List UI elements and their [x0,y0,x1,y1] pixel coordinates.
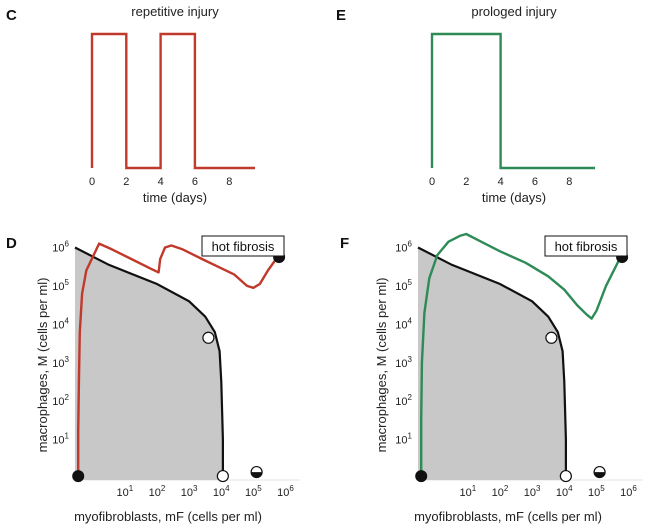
x-tick-e-2: 4 [498,176,504,188]
y-tick-d-1: 102 [52,393,69,408]
y-tick-f-5: 106 [395,239,412,254]
title-e: prologed injury [471,4,557,19]
ylabel-d: macrophages, M (cells per ml) [35,278,50,453]
annotation-f: hot fibrosis [555,239,618,254]
y-tick-d-5: 106 [52,239,69,254]
x-tick-d-4: 105 [245,484,262,499]
panel-f: F 101 102 103 104 105 106 101 102 103 104 105 106 ho… [340,232,643,524]
y-tick-f-0: 101 [395,432,412,447]
annotation-box-d [201,235,285,257]
panel-e: E prologed injury 0 2 4 6 8 time (days) [336,4,595,205]
y-tick-f-2: 103 [395,355,412,370]
y-tick-d-3: 104 [52,316,69,331]
fixed-point-d-1 [202,331,215,344]
x-tick-d-5: 106 [277,484,294,499]
x-tick-f-1: 102 [492,484,509,499]
x-tick-f-5: 106 [620,484,637,499]
xlabel-e: time (days) [482,190,546,205]
y-tick-f-3: 104 [395,316,412,331]
y-tick-d-0: 101 [52,432,69,447]
x-tick-e-3: 6 [532,176,538,188]
trajectory-f [420,232,622,477]
x-tick-c-2: 4 [158,176,164,188]
series-line-e-0 [430,32,595,170]
x-tick-f-2: 103 [524,484,541,499]
panel-d: D 101 102 103 104 105 106 101 102 103 104 105 106 ho… [6,235,300,524]
basin-region-d [75,247,223,480]
xlabel-c: time (days) [143,190,207,205]
y-tick-f-1: 102 [395,393,412,408]
x-tick-e-4: 8 [566,176,572,188]
separatrix-f [417,246,567,480]
fixed-point-d-0 [72,470,85,483]
xlabel-f: myofibroblasts, mF (cells per ml) [414,509,602,524]
title-c: repetitive injury [131,4,219,19]
separatrix-d [74,246,224,480]
y-tick-f-4: 105 [395,278,412,293]
x-tick-f-4: 105 [588,484,605,499]
fixed-point-f-3 [593,465,606,479]
fixed-point-f-1 [545,331,558,344]
x-tick-d-1: 102 [149,484,166,499]
x-tick-e-1: 2 [463,176,469,188]
fixed-point-d-3 [250,465,263,479]
panel-letter-c: C [6,7,17,24]
series-line-c-0 [90,32,255,170]
fixed-point-d-2 [216,469,229,483]
panel-c: C repetitive injury 0 2 4 6 8 time (days) [6,4,255,205]
x-tick-f-3: 104 [556,484,573,499]
x-tick-d-0: 101 [116,484,133,499]
fixed-point-f-2 [559,469,572,483]
x-tick-f-0: 101 [459,484,476,499]
annotation-box-f [544,235,628,257]
xlabel-d: myofibroblasts, mF (cells per ml) [74,509,262,524]
x-tick-c-1: 2 [123,176,129,188]
panel-letter-e: E [336,7,346,24]
x-tick-c-4: 8 [226,176,232,188]
x-tick-d-3: 104 [213,484,230,499]
trajectory-d [77,242,279,477]
panel-letter-f: F [340,235,349,252]
panel-letter-d: D [6,235,17,252]
x-tick-c-0: 0 [89,176,95,188]
fixed-point-f-0 [415,470,428,483]
x-tick-d-2: 103 [181,484,198,499]
annotation-d: hot fibrosis [212,239,275,254]
y-tick-d-2: 103 [52,355,69,370]
x-tick-c-3: 6 [192,176,198,188]
basin-region-f [418,247,566,480]
ylabel-f: macrophages, M (cells per ml) [374,278,389,453]
y-tick-d-4: 105 [52,278,69,293]
x-tick-e-0: 0 [429,176,435,188]
